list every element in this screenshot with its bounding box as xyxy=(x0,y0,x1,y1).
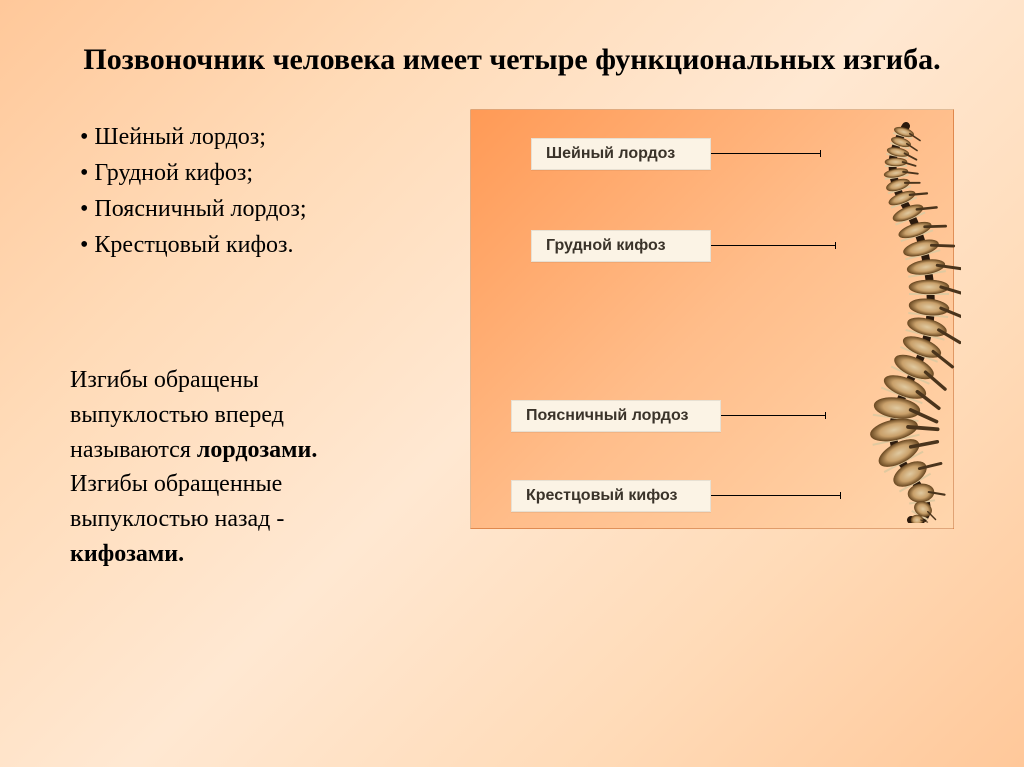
spine-label: Поясничный лордоз xyxy=(511,400,721,432)
spine-label: Крестцовый кифоз xyxy=(511,480,711,512)
vertebra xyxy=(909,280,961,295)
vertebra xyxy=(908,297,961,319)
spine-label: Грудной кифоз xyxy=(531,230,711,262)
def-line: называются xyxy=(70,437,197,463)
def-line: выпуклостью назад - xyxy=(70,506,284,532)
spine-label: Шейный лордоз xyxy=(531,138,711,170)
page-title: Позвоночник человека имеет четыре функци… xyxy=(70,40,954,79)
def-bold: лордозами. xyxy=(197,437,317,463)
bullet-item: Шейный лордоз; xyxy=(80,119,450,155)
bullet-list: Шейный лордоз; Грудной кифоз; Поясничный… xyxy=(70,119,450,263)
def-line: выпуклостью вперед xyxy=(70,402,284,428)
content-row: Шейный лордоз; Грудной кифоз; Поясничный… xyxy=(70,109,954,572)
vertebra xyxy=(906,255,960,278)
def-line: Изгибы обращены xyxy=(70,367,259,393)
bullet-item: Поясничный лордоз; xyxy=(80,191,450,227)
vertebra xyxy=(885,158,916,167)
def-line: Изгибы обращенные xyxy=(70,471,282,497)
left-column: Шейный лордоз; Грудной кифоз; Поясничный… xyxy=(70,109,450,572)
definition-text: Изгибы обращены выпуклостью вперед назыв… xyxy=(70,363,450,572)
spine-svg xyxy=(801,118,961,523)
bullet-item: Крестцовый кифоз. xyxy=(80,227,450,263)
spine-diagram: Шейный лордоз Грудной кифоз Поясничный лор… xyxy=(470,109,954,529)
def-bold: кифозами. xyxy=(70,541,184,567)
bullet-item: Грудной кифоз; xyxy=(80,155,450,191)
